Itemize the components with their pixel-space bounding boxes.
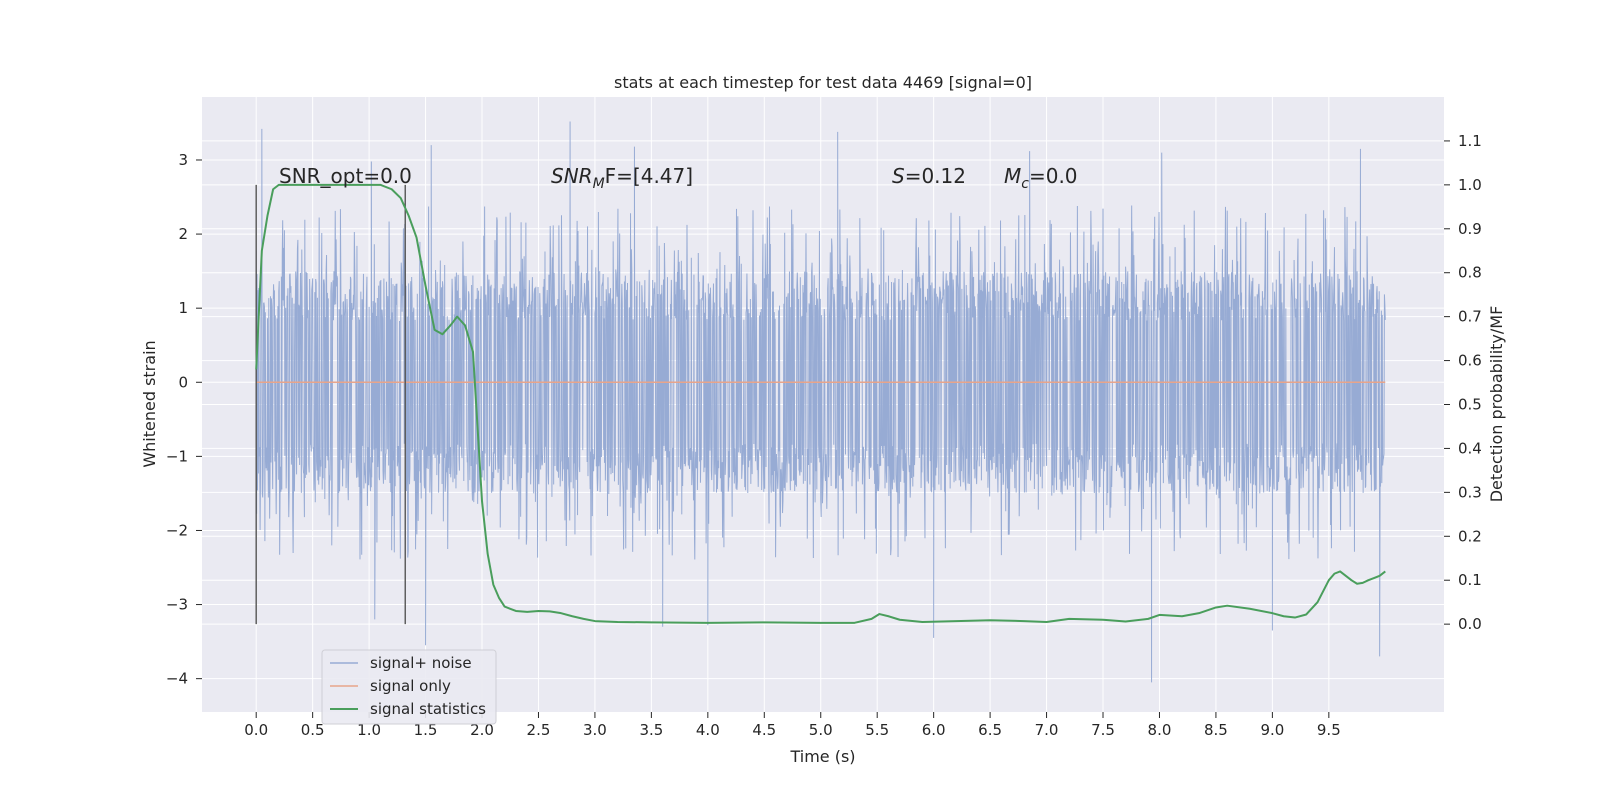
legend-label-signal-only: signal only <box>370 677 451 695</box>
x-axis-ticks: 0.0 0.5 1.0 1.5 2.0 2.5 3.0 3.5 4.0 4.5 5.0 5.5 6.0 6… <box>244 712 1341 739</box>
y-right-tick-label: 0.0 <box>1458 615 1482 633</box>
legend: signal+ noise signal only signal statist… <box>321 649 497 725</box>
y-right-axis-label: Detection probability/MF <box>1487 306 1506 503</box>
x-tick-label: 3.0 <box>583 721 607 739</box>
chart-title: stats at each timestep for test data 446… <box>614 73 1032 92</box>
event-markers <box>255 184 406 625</box>
annotation-s-var: S <box>892 164 905 188</box>
x-axis-label: Time (s) <box>789 747 855 766</box>
x-tick-label: 4.5 <box>752 721 776 739</box>
y-tick-label: 3 <box>178 151 188 169</box>
x-tick-label: 0.0 <box>244 721 268 739</box>
y-tick-label: −3 <box>166 596 188 614</box>
y-right-tick-label: 0.2 <box>1458 527 1482 545</box>
x-tick-label: 6.0 <box>922 721 946 739</box>
x-tick-label: 7.5 <box>1091 721 1115 739</box>
y-right-tick-label: 0.4 <box>1458 439 1482 457</box>
y-tick-label: −4 <box>166 670 188 688</box>
y-right-axis-ticks: 1.1 1.0 0.9 0.8 0.7 0.6 0.5 0.4 0.3 0.2 0.1 0.0 <box>1444 132 1482 633</box>
annotation-snr-opt: SNR_opt=0.0 <box>279 164 412 188</box>
series-signal-statistics <box>255 183 1386 624</box>
series-line-signal-statistics <box>255 183 1386 624</box>
x-tick-label: 9.0 <box>1260 721 1284 739</box>
y-right-tick-label: 0.7 <box>1458 308 1482 326</box>
annotation-snr-mf: SNRMF=[4.47] <box>551 164 693 192</box>
y-axis-label: Whitened strain <box>140 340 159 467</box>
x-tick-label: 9.5 <box>1317 721 1341 739</box>
annotation-mc-var: M <box>1004 164 1021 188</box>
x-tick-label: 7.0 <box>1035 721 1059 739</box>
annotation-mc-val: =0.0 <box>1029 164 1078 188</box>
y-tick-label: 0 <box>178 373 188 391</box>
annotation-snr-mf-base: SNR <box>551 164 593 188</box>
annotation-s: S=0.12 <box>892 164 966 188</box>
y-axis-ticks: 3 2 1 0 −1 −2 −3 −4 <box>166 151 202 688</box>
x-tick-label: 8.5 <box>1204 721 1228 739</box>
y-right-tick-label: 0.6 <box>1458 352 1482 370</box>
y-right-tick-label: 1.0 <box>1458 176 1482 194</box>
legend-box <box>321 649 497 725</box>
y-tick-label: −1 <box>166 447 188 465</box>
annotation-mc: Mc=0.0 <box>1004 164 1078 192</box>
y-tick-label: −2 <box>166 521 188 539</box>
x-tick-label: 1.0 <box>357 721 381 739</box>
x-tick-label: 0.5 <box>301 721 325 739</box>
x-tick-label: 1.5 <box>414 721 438 739</box>
series-signal-noise <box>255 121 1386 683</box>
y-right-tick-label: 0.9 <box>1458 220 1482 238</box>
annotation-mc-sub: c <box>1021 176 1029 192</box>
y-right-tick-label: 1.1 <box>1458 132 1482 150</box>
x-tick-label: 6.5 <box>978 721 1002 739</box>
annotation-snr-mf-rest: F=[4.47] <box>605 164 693 188</box>
series-line-signal-noise <box>255 121 1386 683</box>
y-tick-label: 1 <box>178 299 188 317</box>
annotation-s-val: =0.12 <box>905 164 966 188</box>
y-right-tick-label: 0.1 <box>1458 571 1482 589</box>
x-tick-label: 5.0 <box>809 721 833 739</box>
x-tick-label: 2.0 <box>470 721 494 739</box>
x-tick-label: 8.0 <box>1148 721 1172 739</box>
y-right-tick-label: 0.8 <box>1458 264 1482 282</box>
annotation-snr-mf-sub: M <box>593 176 605 192</box>
x-tick-label: 3.5 <box>639 721 663 739</box>
x-tick-label: 5.5 <box>865 721 889 739</box>
x-tick-label: 2.5 <box>527 721 551 739</box>
y-right-tick-label: 0.5 <box>1458 396 1482 414</box>
legend-label-signal-noise: signal+ noise <box>370 654 472 672</box>
y-tick-label: 2 <box>178 225 188 243</box>
legend-label-signal-statistics: signal statistics <box>370 700 486 718</box>
x-tick-label: 4.0 <box>696 721 720 739</box>
y-right-tick-label: 0.3 <box>1458 483 1482 501</box>
